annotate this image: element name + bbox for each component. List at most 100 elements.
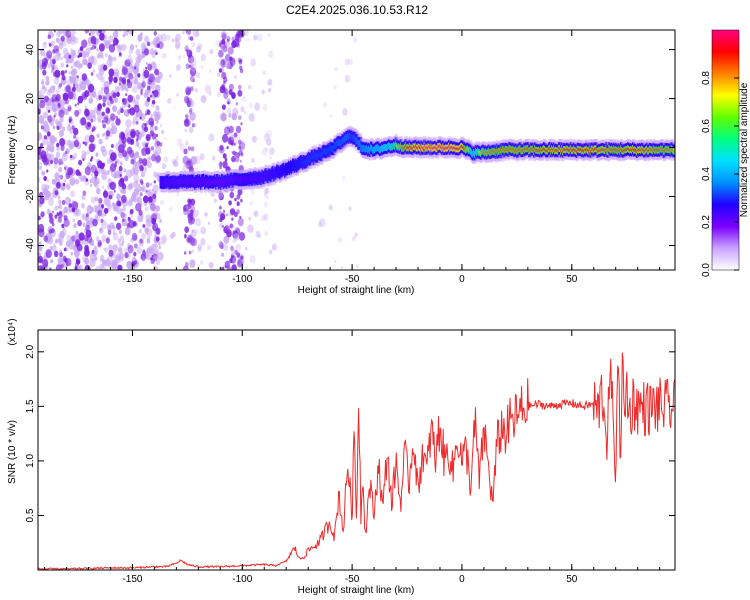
noise-speckle	[224, 157, 228, 162]
noise-speckle	[190, 222, 193, 226]
noise-speckle	[155, 111, 160, 118]
noise-speckle	[75, 83, 82, 93]
noise-speckle	[126, 80, 133, 89]
noise-speckle	[48, 163, 51, 167]
noise-speckle	[119, 161, 123, 167]
noise-speckle	[90, 72, 94, 76]
noise-speckle	[135, 48, 141, 56]
noise-speckle	[268, 50, 274, 59]
noise-speckle	[130, 214, 134, 218]
noise-speckle	[220, 245, 224, 250]
noise-speckle	[49, 217, 54, 224]
noise-speckle	[237, 257, 244, 266]
noise-speckle	[264, 187, 269, 194]
noise-speckle	[78, 159, 83, 166]
noise-speckle	[133, 104, 140, 113]
noise-speckle	[155, 133, 159, 138]
noise-speckle	[117, 238, 121, 243]
noise-speckle	[41, 170, 46, 176]
snr-y-label: SNR (10 * v/v)	[7, 420, 18, 484]
noise-speckle	[333, 85, 337, 90]
noise-speckle	[102, 123, 106, 129]
noise-speckle	[95, 236, 100, 242]
y-tick-label: -40	[25, 238, 36, 253]
noise-speckle	[118, 247, 123, 254]
x-tick-label: -100	[232, 574, 252, 585]
noise-speckle	[48, 89, 51, 93]
spectrogram-scatter	[38, 30, 359, 270]
noise-speckle	[89, 30, 96, 35]
noise-speckle	[38, 165, 43, 171]
noise-speckle	[67, 91, 74, 100]
noise-speckle	[241, 146, 245, 151]
noise-speckle	[59, 252, 63, 258]
y-tick-label: 1.5	[25, 399, 36, 413]
noise-speckle	[52, 125, 56, 130]
noise-speckle	[338, 237, 343, 243]
noise-speckle	[238, 201, 242, 207]
noise-speckle	[173, 106, 176, 109]
noise-speckle	[88, 143, 96, 153]
noise-speckle	[144, 35, 150, 43]
noise-speckle	[235, 125, 242, 134]
noise-speckle	[139, 192, 143, 197]
snr-panel: -150 -100 -50 0 50 0.5 1.0 1.5 2.0 Height of st…	[7, 318, 676, 596]
noise-speckle	[61, 126, 66, 132]
noise-speckle	[143, 195, 149, 204]
noise-speckle	[266, 196, 269, 200]
noise-speckle	[185, 114, 189, 120]
noise-speckle	[115, 252, 122, 261]
noise-speckle	[176, 192, 180, 197]
noise-speckle	[271, 243, 277, 251]
noise-speckle	[90, 206, 95, 213]
noise-speckle	[48, 198, 54, 206]
noise-speckle	[136, 196, 142, 204]
noise-speckle	[57, 102, 61, 107]
noise-speckle	[232, 238, 236, 244]
noise-speckle	[73, 139, 79, 148]
noise-speckle	[253, 34, 258, 41]
noise-speckle	[179, 143, 185, 151]
noise-speckle	[81, 213, 85, 219]
noise-speckle	[219, 242, 225, 250]
noise-speckle	[38, 132, 43, 141]
noise-speckle	[216, 91, 221, 98]
noise-speckle	[133, 174, 140, 183]
noise-speckle	[127, 183, 133, 191]
noise-speckle	[263, 192, 268, 198]
x-tick-label: 0	[459, 274, 465, 285]
noise-speckle	[155, 52, 158, 56]
spectrogram-x-label: Height of straight line (km)	[298, 285, 415, 296]
noise-speckle	[55, 94, 61, 102]
noise-speckle	[139, 238, 143, 244]
noise-speckle	[189, 236, 195, 246]
snr-x-axis: -150 -100 -50 0 50	[44, 330, 661, 585]
noise-speckle	[334, 260, 337, 263]
noise-speckle	[190, 209, 194, 215]
noise-speckle	[103, 86, 110, 95]
noise-speckle	[184, 234, 187, 239]
noise-speckle	[102, 96, 107, 103]
noise-speckle	[185, 44, 189, 50]
noise-speckle	[78, 171, 82, 177]
noise-speckle	[90, 196, 96, 204]
noise-speckle	[98, 138, 103, 145]
noise-speckle	[163, 156, 169, 163]
y-tick-label: -20	[25, 189, 36, 204]
noise-speckle	[272, 243, 278, 252]
noise-speckle	[236, 194, 241, 200]
noise-speckle	[231, 151, 234, 155]
x-tick-label: 50	[566, 274, 578, 285]
noise-speckle	[129, 138, 135, 145]
noise-speckle	[79, 63, 83, 69]
noise-speckle	[56, 146, 60, 152]
noise-speckle	[154, 68, 160, 76]
noise-speckle	[149, 126, 154, 133]
ridge-peak	[673, 149, 675, 153]
noise-speckle	[126, 138, 130, 143]
noise-speckle	[191, 249, 195, 253]
noise-speckle	[192, 30, 199, 38]
noise-speckle	[101, 149, 108, 157]
noise-speckle	[184, 251, 187, 255]
noise-speckle	[237, 217, 244, 227]
